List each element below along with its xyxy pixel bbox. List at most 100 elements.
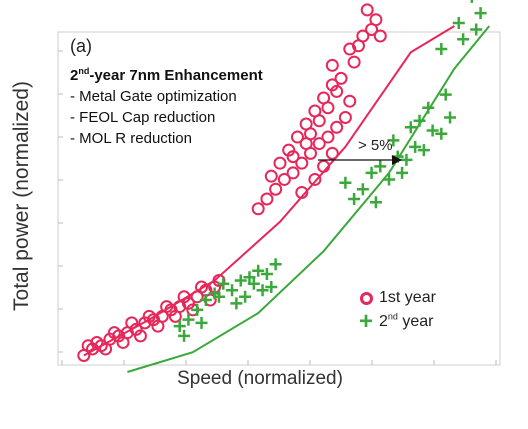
data-point-1st-year <box>290 130 304 144</box>
data-point-2nd-year <box>387 134 400 147</box>
annotation-title-rest: -year 7nm Enhancement <box>89 67 263 84</box>
data-point-2nd-year <box>369 196 382 209</box>
data-point-1st-year <box>260 192 274 206</box>
data-point-2nd-year <box>404 121 417 134</box>
legend-entry-2nd-year: + 2nd year <box>353 310 436 334</box>
data-point-2nd-year <box>439 88 452 101</box>
data-point-2nd-year <box>212 290 225 303</box>
data-point-1st-year <box>160 300 174 314</box>
circle-marker-icon <box>353 291 379 305</box>
legend-entry-1st-year: 1st year <box>353 286 436 310</box>
data-point-2nd-year <box>435 127 448 140</box>
data-point-1st-year <box>330 120 344 134</box>
data-point-2nd-year <box>356 183 369 196</box>
data-point-1st-year <box>347 55 361 69</box>
data-point-2nd-year <box>409 140 422 153</box>
data-point-1st-year <box>177 290 191 304</box>
data-point-2nd-year <box>256 284 269 297</box>
data-point-1st-year <box>369 13 383 27</box>
data-point-2nd-year <box>191 303 204 316</box>
data-point-2nd-year <box>230 297 243 310</box>
data-point-1st-year <box>129 322 143 336</box>
data-point-1st-year <box>269 182 283 196</box>
data-point-1st-year <box>312 137 326 151</box>
data-point-2nd-year <box>260 267 273 280</box>
data-point-1st-year <box>334 71 348 85</box>
data-point-1st-year <box>133 329 147 343</box>
data-point-2nd-year <box>252 264 265 277</box>
data-point-2nd-year <box>217 277 230 290</box>
data-point-2nd-year <box>195 316 208 329</box>
annotation-title: 2nd-year 7nm Enhancement <box>70 66 263 85</box>
annotation-title-main: 2 <box>70 67 79 84</box>
data-point-1st-year <box>251 202 265 216</box>
data-point-2nd-year <box>426 124 439 137</box>
data-point-1st-year <box>321 101 335 115</box>
data-point-2nd-year <box>239 290 252 303</box>
data-point-2nd-year <box>182 313 195 326</box>
data-point-1st-year <box>295 185 309 199</box>
data-point-2nd-year <box>417 144 430 157</box>
data-point-1st-year <box>330 84 344 98</box>
data-point-1st-year <box>360 3 374 17</box>
data-point-2nd-year <box>339 176 352 189</box>
axis-ticks <box>58 50 497 365</box>
data-point-1st-year <box>99 342 113 356</box>
data-point-1st-year <box>325 58 339 72</box>
data-point-1st-year <box>142 309 156 323</box>
data-point-2nd-year <box>457 33 470 46</box>
plus-marker-icon: + <box>358 308 373 335</box>
data-point-2nd-year <box>435 43 448 56</box>
data-point-2nd-year <box>269 258 282 271</box>
data-point-2nd-year <box>199 294 212 307</box>
data-point-2nd-year <box>470 23 483 36</box>
data-points <box>77 0 487 362</box>
fit-line-2nd-year <box>127 25 491 373</box>
data-point-2nd-year <box>396 166 409 179</box>
data-point-2nd-year <box>178 329 191 342</box>
data-point-1st-year <box>81 339 95 353</box>
legend-label: 1st year <box>379 289 436 306</box>
data-point-2nd-year <box>265 281 278 294</box>
data-point-1st-year <box>321 130 335 144</box>
data-point-1st-year <box>286 150 300 164</box>
data-point-2nd-year <box>470 0 474 3</box>
data-point-1st-year <box>299 137 313 151</box>
data-point-1st-year <box>195 280 209 294</box>
legend-label: 2nd year <box>379 311 434 330</box>
annotation-title-sup: nd <box>78 66 90 76</box>
annotation-item: - MOL R reduction <box>70 130 192 147</box>
data-point-2nd-year <box>413 114 426 127</box>
data-point-2nd-year <box>400 153 413 166</box>
arrow-label: > 5% <box>358 137 393 154</box>
data-point-1st-year <box>343 94 357 108</box>
data-point-1st-year <box>273 156 287 170</box>
x-axis-label: Speed (normalized) <box>177 368 343 389</box>
data-point-1st-year <box>286 166 300 180</box>
panel-label: (a) <box>70 36 92 56</box>
data-point-1st-year <box>107 326 121 340</box>
data-point-2nd-year <box>173 320 186 333</box>
data-point-1st-year <box>168 309 182 323</box>
data-point-1st-year <box>181 296 195 310</box>
data-point-1st-year <box>325 78 339 92</box>
data-point-2nd-year <box>247 277 260 290</box>
data-point-1st-year <box>338 111 352 124</box>
data-point-2nd-year <box>452 16 465 29</box>
data-point-2nd-year <box>474 7 487 20</box>
annotation-box: 2nd-year 7nm Enhancement - Metal Gate op… <box>70 67 263 151</box>
data-point-2nd-year <box>444 111 457 124</box>
data-point-1st-year <box>308 172 322 186</box>
data-point-1st-year <box>116 335 130 349</box>
data-point-2nd-year <box>383 173 395 186</box>
data-point-2nd-year <box>226 284 239 297</box>
data-point-1st-year <box>277 172 291 186</box>
data-point-1st-year <box>264 169 278 183</box>
data-point-2nd-year <box>348 193 361 205</box>
data-point-1st-year <box>125 316 139 330</box>
data-point-1st-year <box>312 114 326 128</box>
annotation-item: - FEOL Cap reduction <box>70 109 216 126</box>
data-point-2nd-year <box>365 166 378 179</box>
data-point-1st-year <box>317 159 331 173</box>
